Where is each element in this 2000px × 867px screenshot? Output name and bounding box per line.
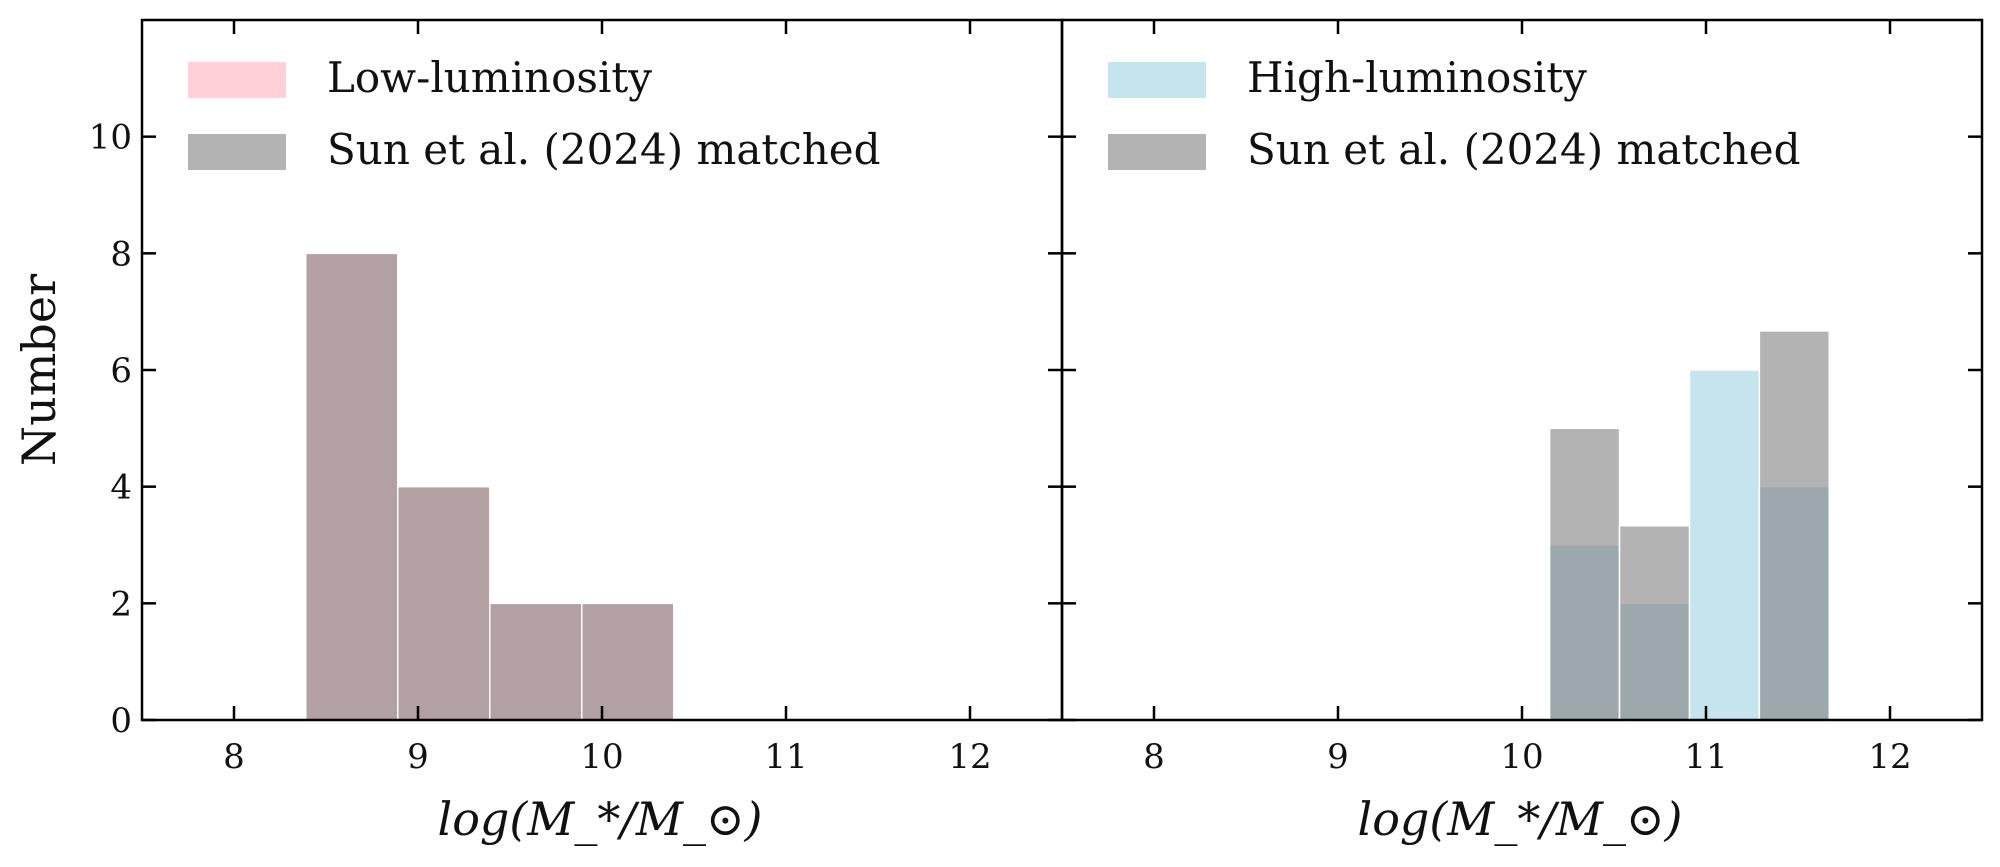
right-xtick-label-12: 12 xyxy=(1868,737,1911,777)
left-xtick-label-11: 11 xyxy=(764,737,807,777)
right-xtick-label-9: 9 xyxy=(1327,737,1349,777)
left-legend-swatch-0 xyxy=(188,62,286,98)
left-legend-label-1: Sun et al. (2024) matched xyxy=(327,125,881,174)
right-xtick-label-8: 8 xyxy=(1143,737,1165,777)
left-legend-label-0: Low-luminosity xyxy=(327,53,652,102)
left-xtick-label-12: 12 xyxy=(948,737,991,777)
right-xtick-label-11: 11 xyxy=(1684,737,1727,777)
left-bar-s1-b3 xyxy=(581,602,675,721)
right-panel: 8 9 10 11 12 High-luminosity Sun et al. (2024)… xyxy=(1060,18,1984,777)
left-bar-s1-b2 xyxy=(489,602,583,721)
right-bar-s1-b0 xyxy=(1548,427,1621,721)
left-ytick-label-2: 2 xyxy=(110,584,132,624)
left-panel: 8 9 10 11 12 0 2 4 6 8 10 Low-luminosity Sun et al. … xyxy=(89,18,1064,777)
left-ytick-label-6: 6 xyxy=(110,351,132,391)
right-bar-s1-b3 xyxy=(1758,330,1831,721)
left-xtick-label-10: 10 xyxy=(580,737,623,777)
left-ytick-label-4: 4 xyxy=(110,468,132,508)
left-ytick-label-8: 8 xyxy=(110,234,132,274)
left-xtick-label-9: 9 xyxy=(407,737,429,777)
right-legend-label-0: High-luminosity xyxy=(1247,53,1587,102)
left-bar-s1-b1 xyxy=(397,485,491,721)
right-x-axis-label: log(M_*/M_⊙) xyxy=(1358,792,1683,846)
left-bar-s1-b0 xyxy=(305,252,399,721)
left-ytick-label-10: 10 xyxy=(89,118,132,158)
left-x-axis-label: log(M_*/M_⊙) xyxy=(438,792,763,846)
right-bar-s1-b1 xyxy=(1618,525,1691,721)
right-xtick-label-10: 10 xyxy=(1500,737,1543,777)
right-legend-swatch-0 xyxy=(1108,62,1206,98)
right-bar-s0-b2 xyxy=(1688,369,1761,721)
right-legend-label-1: Sun et al. (2024) matched xyxy=(1247,125,1801,174)
left-ytick-label-0: 0 xyxy=(110,701,132,741)
left-legend-swatch-1 xyxy=(188,134,286,170)
y-axis-label: Number xyxy=(12,274,66,466)
right-legend-swatch-1 xyxy=(1108,134,1206,170)
left-xtick-label-8: 8 xyxy=(223,737,245,777)
